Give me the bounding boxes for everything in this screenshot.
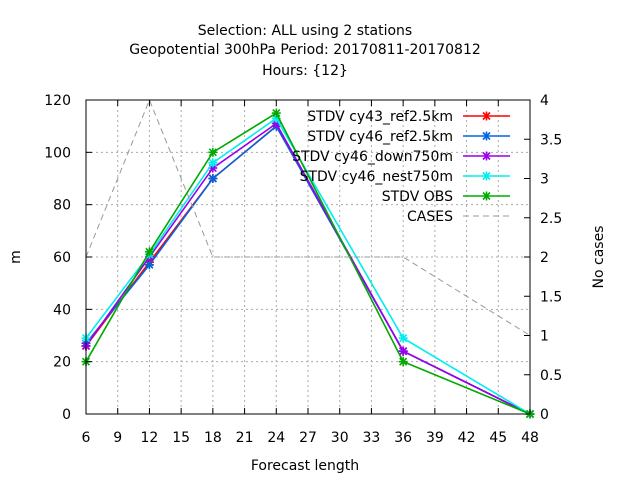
legend-entry: STDV cy46_nest750m [300, 169, 510, 185]
y2-tick-label: 2 [540, 250, 549, 266]
y2-tick-label: 4 [540, 93, 549, 109]
y-tick-label: 60 [53, 250, 71, 266]
y2-tick-label: 1.5 [540, 289, 562, 305]
y2-tick-label: 0 [540, 407, 549, 423]
legend-label: STDV cy43_ref2.5km [307, 109, 453, 125]
y2-tick-label: 2.5 [540, 211, 562, 227]
axes: 6 9 12 15 18 21 24 27 30 33 36 39 42 45 48020406080100… [44, 93, 562, 446]
x-tick-label: 15 [172, 430, 190, 446]
y2-tick-label: 1 [540, 329, 549, 345]
x-tick-label: 27 [299, 430, 317, 446]
legend-label: STDV cy46_ref2.5km [307, 129, 453, 145]
data-point [398, 357, 408, 367]
x-tick-label: 33 [363, 430, 381, 446]
chart-title: Selection: ALL using 2 stations Geopoten… [129, 23, 481, 79]
y2-axis-label: No cases [591, 226, 607, 289]
legend-label: STDV cy46_nest750m [300, 169, 453, 185]
legend-entry: STDV cy46_down750m [292, 149, 510, 165]
y-tick-label: 40 [53, 302, 71, 318]
y-tick-label: 20 [53, 355, 71, 371]
x-tick-label: 45 [489, 430, 507, 446]
data-point [208, 174, 218, 183]
chart-title-line: Hours: {12} [262, 63, 348, 79]
x-tick-label: 6 [82, 430, 91, 446]
chart-title-line: Selection: ALL using 2 stations [198, 23, 412, 39]
series-line [85, 117, 531, 415]
x-tick-label: 21 [236, 430, 254, 446]
x-tick-label: 48 [521, 430, 539, 446]
series-line [85, 98, 531, 336]
x-tick-label: 9 [113, 430, 122, 446]
x-tick-label: 24 [267, 430, 285, 446]
x-axis-label: Forecast length [251, 458, 359, 474]
legend-entry: STDV cy43_ref2.5km [307, 109, 510, 125]
chart-title-line: Geopotential 300hPa Period: 20170811-201… [129, 42, 481, 58]
data-point [208, 158, 218, 168]
y2-tick-label: 0.5 [540, 368, 562, 384]
data-point [144, 247, 154, 257]
series-layer [81, 98, 535, 419]
y2-tick-label: 3.5 [540, 132, 562, 148]
y-tick-label: 120 [44, 93, 71, 109]
legend-entry: CASES [407, 209, 510, 225]
data-point [271, 108, 281, 118]
y-tick-label: 80 [53, 198, 71, 214]
y2-tick-label: 3 [540, 172, 549, 188]
x-tick-label: 42 [458, 430, 476, 446]
y-axis-label: m [8, 250, 24, 264]
series-line [85, 122, 531, 415]
legend-label: STDV OBS [382, 189, 453, 205]
x-tick-label: 12 [141, 430, 159, 446]
legend-label: STDV cy46_down750m [292, 149, 453, 165]
legend-entry: STDV cy46_ref2.5km [307, 129, 510, 145]
data-point [144, 260, 154, 270]
x-tick-label: 39 [426, 430, 444, 446]
data-point [208, 147, 218, 157]
data-point [398, 333, 408, 343]
data-point [398, 346, 408, 356]
y-tick-label: 0 [62, 407, 71, 423]
legend-label: CASES [407, 209, 453, 225]
legend: STDV cy43_ref2.5km STDV cy46_ref2.5km STDV… [292, 109, 510, 225]
y-tick-label: 100 [44, 145, 71, 161]
series-line [85, 111, 531, 415]
x-tick-label: 30 [331, 430, 349, 446]
x-tick-label: 36 [394, 430, 412, 446]
legend-entry: STDV OBS [382, 189, 510, 205]
x-tick-label: 18 [204, 430, 222, 446]
